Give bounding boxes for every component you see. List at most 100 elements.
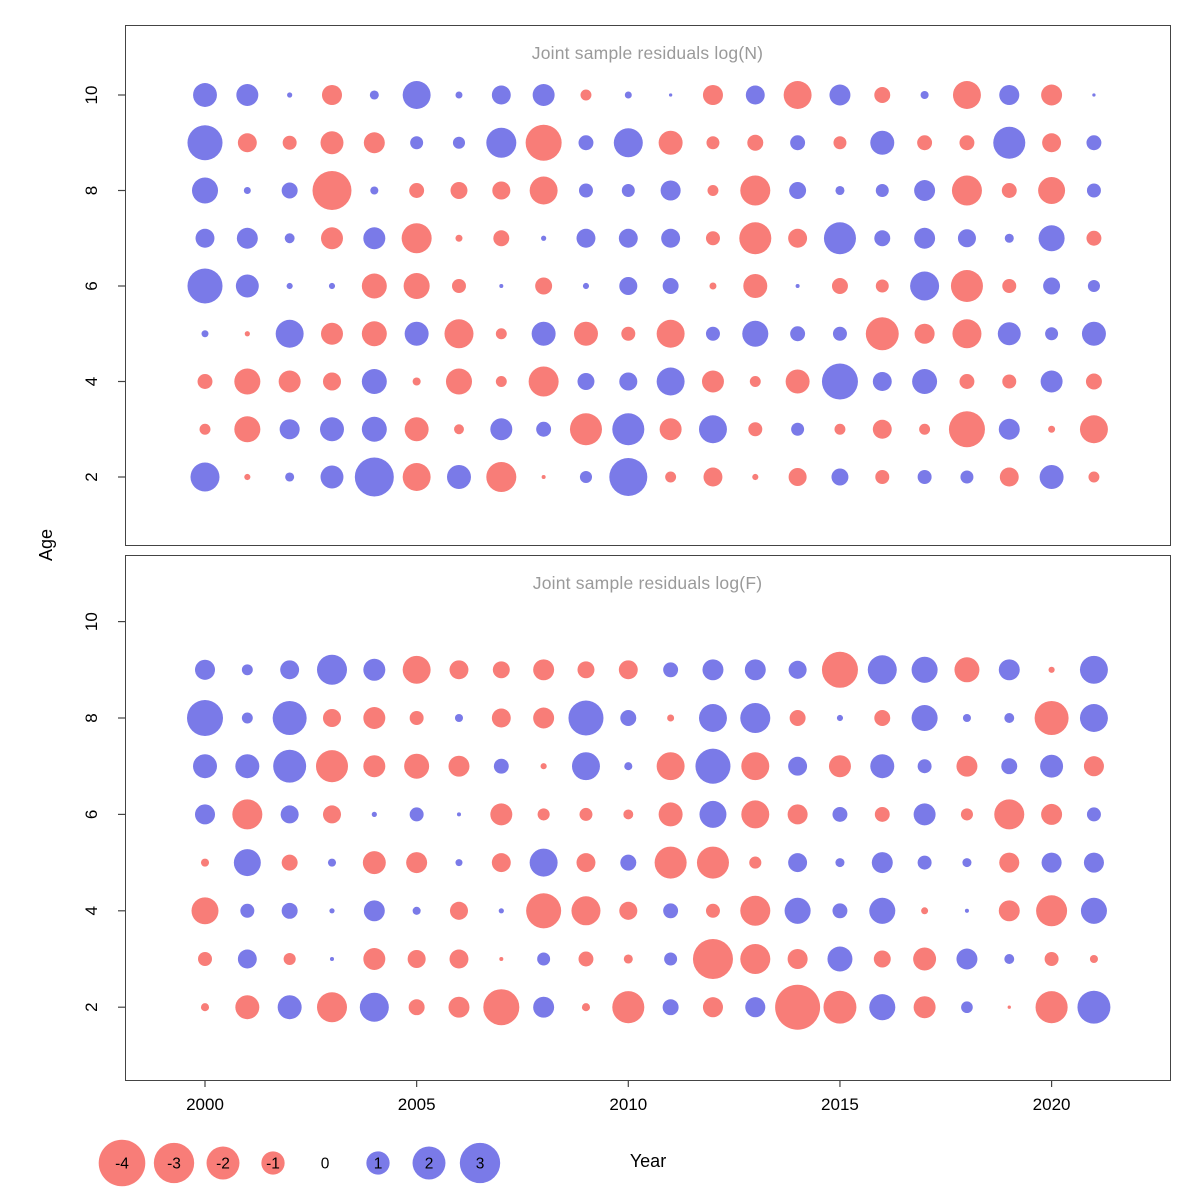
legend-value-label: 2	[425, 1155, 434, 1172]
residual-bubble	[872, 372, 892, 391]
residual-bubble	[920, 90, 929, 100]
residual-bubble	[370, 186, 379, 195]
legend-value-label: 0	[321, 1155, 330, 1172]
residual-bubble	[870, 754, 895, 779]
residual-bubble	[869, 897, 896, 924]
residual-bubble	[871, 852, 893, 874]
legend-bubble	[261, 1151, 285, 1175]
residual-bubble	[526, 893, 562, 929]
residual-bubble	[740, 895, 771, 926]
residual-bubble	[287, 92, 293, 98]
residual-bubble	[407, 949, 426, 969]
y-tick-label: 8	[82, 713, 101, 722]
residual-bubble	[743, 274, 768, 298]
residual-bubble	[874, 87, 891, 103]
legend-value-label: -1	[266, 1155, 280, 1172]
residual-bubble	[1040, 754, 1064, 778]
residual-bubble	[832, 806, 848, 822]
residual-bubble	[408, 999, 425, 1016]
residual-bubble	[409, 711, 424, 725]
residual-bubble	[832, 326, 847, 341]
residual-bubble	[661, 228, 681, 248]
x-tick-label: 2010	[609, 1095, 647, 1114]
residual-bubble	[624, 91, 632, 99]
residual-bubble	[285, 472, 295, 482]
residual-bubble	[286, 282, 293, 290]
residual-bubble	[659, 418, 682, 441]
residual-bubble	[281, 854, 298, 871]
residual-bubble	[197, 374, 213, 389]
residual-bubble	[449, 660, 469, 680]
residual-bubble	[999, 84, 1020, 106]
residual-bubble	[571, 896, 601, 926]
residual-bubble	[998, 659, 1020, 681]
residual-bubble	[581, 1003, 591, 1012]
residual-bubble	[580, 89, 592, 101]
residual-bubble	[740, 702, 771, 734]
residual-bubble	[962, 713, 971, 723]
residual-bubble	[823, 990, 857, 1024]
residual-bubble	[187, 125, 223, 161]
residual-bubble	[499, 956, 504, 962]
residual-bubble	[278, 370, 301, 393]
residual-bubble	[316, 654, 347, 685]
residual-bubble	[236, 84, 259, 106]
legend-bubble	[206, 1146, 240, 1180]
residual-bubble	[702, 659, 724, 681]
residual-bubble	[237, 133, 257, 153]
residual-bubble	[312, 171, 352, 210]
residual-bubble	[361, 273, 387, 299]
residual-bubble	[448, 996, 470, 1018]
residual-bubble	[402, 81, 431, 109]
y-tick-label: 4	[82, 377, 101, 386]
residual-bubble	[662, 278, 679, 294]
residual-bubble	[741, 800, 770, 829]
residual-bubble	[831, 468, 849, 486]
residual-bubble	[621, 184, 635, 197]
residual-bubble	[656, 319, 685, 348]
residual-bubble	[1086, 135, 1102, 151]
residual-bubble	[621, 326, 636, 341]
panel2-title: Joint sample residuals log(F)	[532, 573, 763, 593]
residual-bubble	[195, 228, 215, 248]
residual-bubble	[371, 811, 377, 818]
residual-bubble	[870, 130, 895, 155]
residual-bubble	[490, 803, 513, 826]
residual-bubble	[1080, 897, 1107, 924]
residual-bubble	[232, 799, 263, 830]
residual-bubble	[486, 127, 517, 158]
residual-bubble	[740, 175, 771, 206]
residual-bubble	[361, 369, 387, 394]
residual-bubble	[1048, 425, 1056, 433]
residual-bubble	[573, 321, 598, 346]
residual-bubble	[1083, 756, 1104, 777]
residual-bubble	[742, 320, 769, 347]
residual-bubble	[578, 183, 593, 198]
residual-bubble	[363, 132, 385, 154]
residual-bubble	[872, 419, 892, 439]
residual-bubble	[1002, 279, 1017, 293]
residual-bubble	[190, 462, 220, 492]
residual-bubble	[1086, 183, 1101, 198]
residual-bubble	[865, 317, 899, 351]
residual-bubble	[320, 322, 343, 345]
residual-bubble	[698, 415, 727, 444]
residual-bubble	[917, 470, 932, 484]
residual-bubble	[321, 84, 343, 106]
residual-bubble	[913, 947, 937, 971]
residual-bubble	[281, 902, 298, 919]
residual-bubble	[404, 417, 429, 442]
residual-bubble	[236, 227, 258, 249]
residual-bubble	[703, 467, 723, 487]
residual-bubble	[784, 897, 811, 924]
residual-bubble	[493, 230, 510, 247]
residual-bubble	[752, 473, 759, 481]
residual-bubble	[912, 369, 938, 394]
residual-bubble	[328, 282, 336, 290]
residual-bubble	[536, 421, 552, 437]
residual-bubble	[775, 984, 821, 1030]
residual-bubble	[624, 762, 633, 771]
residual-bubble	[667, 714, 675, 722]
residual-bubble	[873, 950, 891, 968]
